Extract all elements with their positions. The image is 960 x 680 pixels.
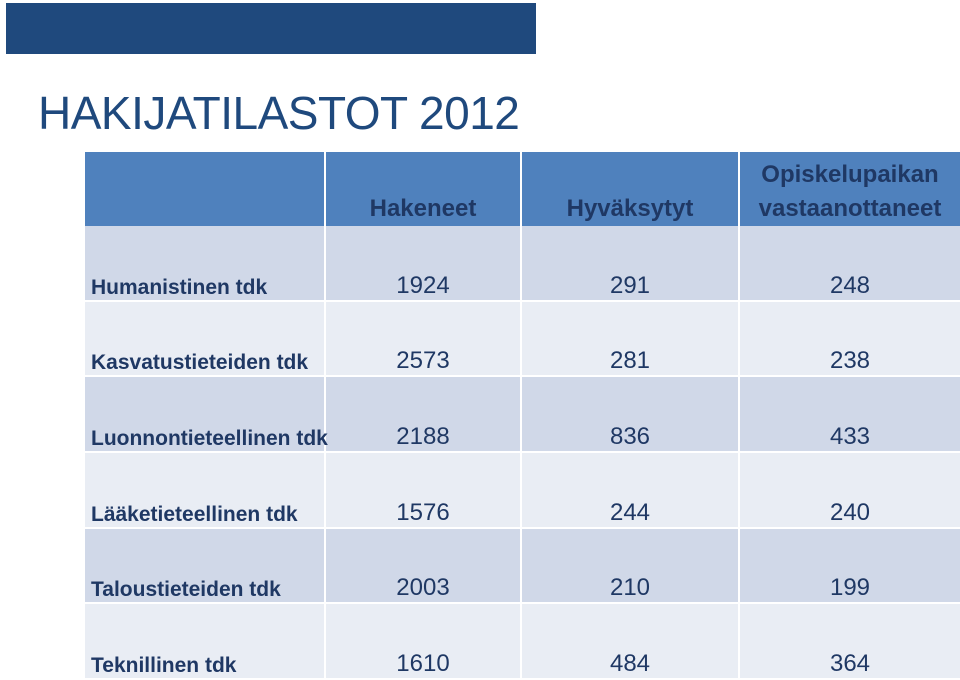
cell-vastaanottaneet: 364 bbox=[740, 604, 960, 678]
faculty-name: Teknillinen tdk bbox=[85, 604, 326, 678]
header-hakeneet: Hakeneet bbox=[326, 152, 522, 226]
cell-hyvaksytyt: 291 bbox=[522, 226, 740, 302]
cell-vastaanottaneet: 248 bbox=[740, 226, 960, 302]
cell-vastaanottaneet: 240 bbox=[740, 452, 960, 529]
header-hyvaksytyt: Hyväksytyt bbox=[522, 152, 740, 226]
header-vastaanottaneet-line2: vastaanottaneet bbox=[758, 195, 942, 222]
table-header-row: Hakeneet Hyväksytyt Opiskelupaikan vasta… bbox=[85, 152, 960, 226]
cell-hyvaksytyt: 210 bbox=[522, 528, 740, 605]
slide-title: HAKIJATILASTOT 2012 bbox=[38, 87, 520, 139]
cell-hyvaksytyt: 836 bbox=[522, 377, 740, 453]
cell-hakeneet: 2188 bbox=[326, 377, 522, 453]
applicant-statistics-table: Hakeneet Hyväksytyt Opiskelupaikan vasta… bbox=[85, 152, 960, 678]
faculty-name: Lääketieteellinen tdk bbox=[85, 452, 326, 529]
header-vastaanottaneet-line1: Opiskelupaikan bbox=[761, 161, 939, 188]
faculty-name: Kasvatustieteiden tdk bbox=[85, 301, 326, 378]
table-row: Taloustieteiden tdk 2003 210 199 bbox=[85, 528, 960, 605]
table-row: Teknillinen tdk 1610 484 364 bbox=[85, 604, 960, 678]
table-row: Luonnontieteellinen tdk 2188 836 433 bbox=[85, 377, 960, 453]
cell-hakeneet: 2003 bbox=[326, 528, 522, 605]
cell-vastaanottaneet: 238 bbox=[740, 301, 960, 378]
cell-vastaanottaneet: 433 bbox=[740, 377, 960, 453]
cell-hakeneet: 1924 bbox=[326, 226, 522, 302]
faculty-name: Humanistinen tdk bbox=[85, 226, 326, 302]
cell-hyvaksytyt: 281 bbox=[522, 301, 740, 378]
cell-vastaanottaneet: 199 bbox=[740, 528, 960, 605]
table-row: Humanistinen tdk 1924 291 248 bbox=[85, 226, 960, 302]
table-row: Lääketieteellinen tdk 1576 244 240 bbox=[85, 452, 960, 529]
faculty-name: Taloustieteiden tdk bbox=[85, 528, 326, 605]
header-faculty bbox=[85, 152, 326, 226]
faculty-name: Luonnontieteellinen tdk bbox=[85, 377, 328, 453]
cell-hyvaksytyt: 484 bbox=[522, 604, 740, 678]
cell-hakeneet: 1610 bbox=[326, 604, 522, 678]
top-banner-bar bbox=[6, 3, 536, 54]
cell-hakeneet: 1576 bbox=[326, 452, 522, 529]
header-vastaanottaneet: Opiskelupaikan vastaanottaneet bbox=[740, 152, 960, 226]
cell-hyvaksytyt: 244 bbox=[522, 452, 740, 529]
cell-hakeneet: 2573 bbox=[326, 301, 522, 378]
table-row: Kasvatustieteiden tdk 2573 281 238 bbox=[85, 301, 960, 378]
